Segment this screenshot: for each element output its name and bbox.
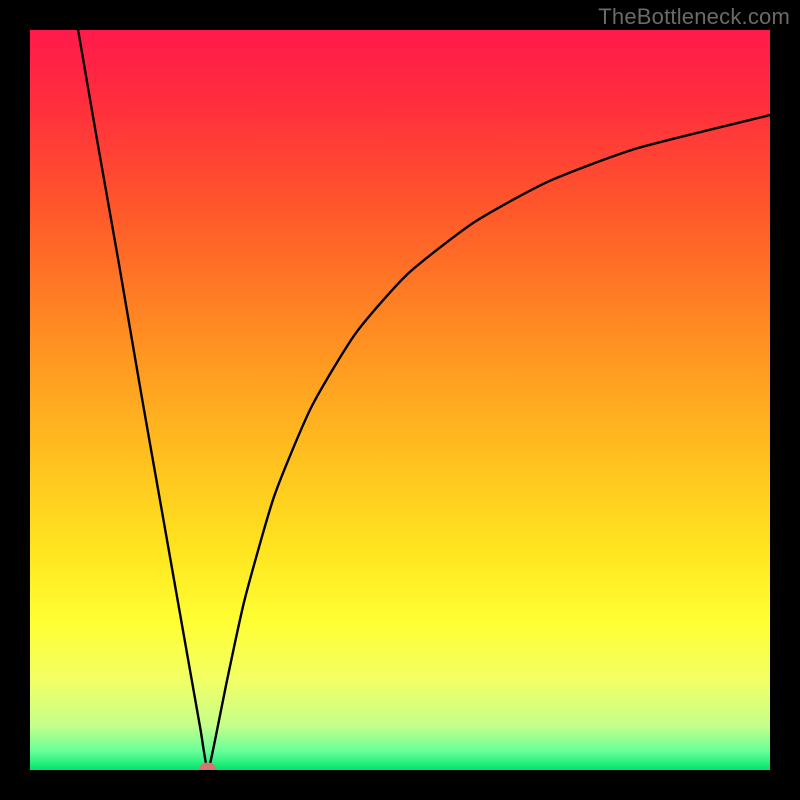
bottleneck-curve-chart: [30, 30, 770, 770]
gradient-background: [30, 30, 770, 770]
plot-area: [30, 30, 770, 770]
watermark-text: TheBottleneck.com: [598, 4, 790, 30]
chart-frame: TheBottleneck.com: [0, 0, 800, 800]
